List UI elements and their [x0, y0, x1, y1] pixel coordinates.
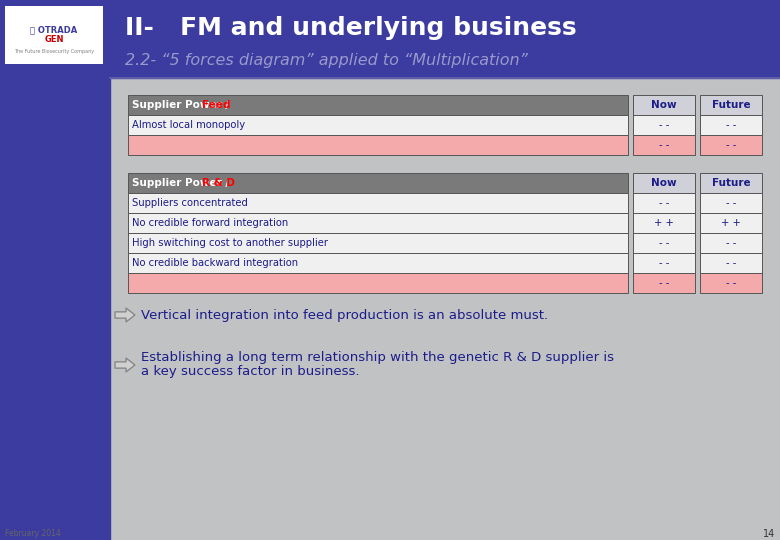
- Bar: [700, 193, 762, 213]
- Text: - -: - -: [659, 120, 669, 130]
- Bar: [700, 135, 762, 155]
- Bar: [633, 135, 695, 155]
- Text: - -: - -: [726, 278, 736, 288]
- Text: The Future Biosecurity Company: The Future Biosecurity Company: [14, 50, 94, 55]
- Text: Suppliers concentrated: Suppliers concentrated: [132, 198, 248, 208]
- Bar: [700, 253, 762, 273]
- Bar: [633, 173, 695, 193]
- Bar: [0, 0, 110, 540]
- Text: + +: + +: [654, 218, 674, 228]
- Bar: [700, 233, 762, 253]
- Text: II-   FM and underlying business: II- FM and underlying business: [125, 16, 576, 40]
- Text: - -: - -: [659, 198, 669, 208]
- Bar: [128, 95, 628, 115]
- Text: a key success factor in business.: a key success factor in business.: [141, 366, 360, 379]
- Bar: [5, 6, 103, 64]
- Bar: [633, 273, 695, 293]
- Text: GEN: GEN: [44, 36, 64, 44]
- Text: Establishing a long term relationship with the genetic R & D supplier is: Establishing a long term relationship wi…: [141, 352, 614, 365]
- Text: No credible backward integration: No credible backward integration: [132, 258, 298, 268]
- Text: Almost local monopoly: Almost local monopoly: [132, 120, 245, 130]
- Bar: [700, 273, 762, 293]
- Text: R & D: R & D: [202, 178, 235, 188]
- Text: Supplier Power /: Supplier Power /: [132, 178, 232, 188]
- Text: 2.2- “5 forces diagram” applied to “Multiplication”: 2.2- “5 forces diagram” applied to “Mult…: [125, 52, 528, 68]
- Bar: [700, 95, 762, 115]
- Text: - -: - -: [659, 140, 669, 150]
- Bar: [633, 115, 695, 135]
- Text: - -: - -: [726, 140, 736, 150]
- Text: 14: 14: [763, 529, 775, 539]
- Text: Future: Future: [711, 100, 750, 110]
- Bar: [128, 115, 628, 135]
- Text: - -: - -: [726, 198, 736, 208]
- Bar: [633, 233, 695, 253]
- Polygon shape: [115, 308, 135, 322]
- Bar: [128, 135, 628, 155]
- Bar: [128, 253, 628, 273]
- Bar: [110, 0, 780, 78]
- Text: Now: Now: [651, 100, 677, 110]
- Text: Vertical integration into feed production is an absolute must.: Vertical integration into feed productio…: [141, 308, 548, 321]
- Text: - -: - -: [659, 278, 669, 288]
- Bar: [128, 213, 628, 233]
- Bar: [633, 95, 695, 115]
- Text: Future: Future: [711, 178, 750, 188]
- Bar: [633, 253, 695, 273]
- Text: Ⓘ OTRADA: Ⓘ OTRADA: [30, 25, 78, 35]
- Text: Now: Now: [651, 178, 677, 188]
- Text: Feed: Feed: [202, 100, 230, 110]
- Bar: [633, 193, 695, 213]
- Text: Supplier Power /: Supplier Power /: [132, 100, 232, 110]
- Bar: [128, 233, 628, 253]
- Bar: [633, 213, 695, 233]
- Polygon shape: [115, 358, 135, 372]
- Text: - -: - -: [659, 238, 669, 248]
- Text: No credible forward integration: No credible forward integration: [132, 218, 289, 228]
- Text: - -: - -: [659, 258, 669, 268]
- Text: High switching cost to another supplier: High switching cost to another supplier: [132, 238, 328, 248]
- Bar: [128, 273, 628, 293]
- Text: - -: - -: [726, 120, 736, 130]
- Text: - -: - -: [726, 238, 736, 248]
- Text: - -: - -: [726, 258, 736, 268]
- Bar: [128, 173, 628, 193]
- Bar: [700, 115, 762, 135]
- Bar: [700, 173, 762, 193]
- Bar: [128, 193, 628, 213]
- Text: February 2014: February 2014: [5, 530, 61, 538]
- Text: + +: + +: [721, 218, 741, 228]
- Bar: [700, 213, 762, 233]
